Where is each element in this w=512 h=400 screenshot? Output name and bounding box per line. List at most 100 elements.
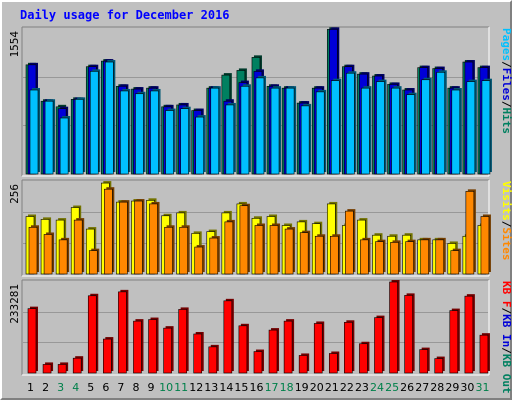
bar-top-pages-22 xyxy=(346,71,357,175)
bar-top-pages-15 xyxy=(240,84,251,175)
day-label-3: 3 xyxy=(57,381,64,394)
bar-mid-sites-14 xyxy=(224,219,235,275)
bar-top-pages-9 xyxy=(150,88,161,175)
bar-bottom-kb-f-13 xyxy=(208,344,219,374)
bar-top-pages-23 xyxy=(361,86,372,175)
legend-mid-item: Visits xyxy=(500,181,512,221)
bar-bottom-kb-f-26 xyxy=(404,293,415,374)
bar-top-pages-19 xyxy=(300,103,312,175)
bar-bottom-kb-f-27 xyxy=(419,347,430,374)
bar-top-pages-29 xyxy=(451,88,462,175)
day-label-28: 28 xyxy=(430,381,444,394)
bar-bottom-kb-f-28 xyxy=(434,356,445,374)
bar-mid-sites-23 xyxy=(360,237,371,275)
day-label-15: 15 xyxy=(234,381,248,394)
day-label-31: 31 xyxy=(475,381,489,394)
bar-bottom-kb-f-6 xyxy=(103,337,114,374)
bar-top-pages-2 xyxy=(44,99,56,175)
bar-mid-sites-5 xyxy=(88,248,100,275)
day-label-8: 8 xyxy=(132,381,139,394)
bar-mid-sites-28 xyxy=(435,237,446,275)
ymax-label-mid: 256 xyxy=(8,184,21,204)
bar-mid-sites-13 xyxy=(209,236,220,275)
legend-bottom-item: KB In xyxy=(500,314,512,347)
bar-bottom-kb-f-4 xyxy=(72,356,84,374)
bar-mid-sites-17 xyxy=(269,223,281,275)
day-label-23: 23 xyxy=(355,381,369,394)
day-label-29: 29 xyxy=(445,381,459,394)
panel-bottom: 233281 xyxy=(8,279,490,376)
panel-top: 1554 xyxy=(8,26,492,177)
bar-bottom-kb-f-24 xyxy=(374,315,385,374)
day-label-25: 25 xyxy=(385,381,399,394)
bar-top-pages-25 xyxy=(391,86,402,175)
bar-top-pages-10 xyxy=(165,108,176,175)
bar-mid-sites-6 xyxy=(104,187,115,275)
bar-top-pages-13 xyxy=(210,86,221,175)
bar-bottom-kb-f-3 xyxy=(57,362,69,374)
bar-top-pages-1 xyxy=(29,88,40,175)
bar-top-pages-31 xyxy=(481,78,492,175)
bar-mid-sites-2 xyxy=(43,232,55,275)
bar-bottom-kb-f-12 xyxy=(193,331,204,374)
bar-bottom-kb-f-7 xyxy=(118,289,129,374)
legend-mid: Visits/Sites xyxy=(500,181,512,261)
bar-bottom-kb-f-11 xyxy=(178,307,189,374)
bar-top-pages-14 xyxy=(225,102,236,175)
day-label-4: 4 xyxy=(72,381,79,394)
ymax-label-bottom: 233281 xyxy=(8,284,21,324)
bar-mid-sites-30 xyxy=(465,189,476,275)
bar-top-pages-7 xyxy=(120,88,131,175)
bar-mid-sites-8 xyxy=(134,199,145,275)
legend-mid-item: Sites xyxy=(500,227,512,260)
bar-top-pages-16 xyxy=(255,75,266,175)
bar-mid-sites-31 xyxy=(480,214,491,275)
bar-bottom-kb-f-15 xyxy=(238,323,249,374)
legend-bottom-item: KB F xyxy=(500,281,512,308)
day-label-11: 11 xyxy=(174,381,188,394)
legend-bottom: KB F/KB In/KB Out xyxy=(500,281,512,394)
bar-bottom-kb-f-22 xyxy=(344,320,355,374)
bar-bottom-kb-f-21 xyxy=(328,351,340,374)
day-label-9: 9 xyxy=(148,381,155,394)
bar-bottom-kb-f-16 xyxy=(253,349,264,374)
legend-bottom-item: / xyxy=(500,347,512,354)
day-label-24: 24 xyxy=(370,381,384,394)
bar-top-pages-4 xyxy=(74,97,86,175)
bar-mid-sites-20 xyxy=(314,234,326,275)
bar-top-pages-20 xyxy=(315,89,327,175)
bar-bottom-kb-f-23 xyxy=(359,341,370,374)
bar-mid-sites-26 xyxy=(405,239,416,275)
bar-top-pages-11 xyxy=(180,106,191,175)
bar-bottom-kb-f-25 xyxy=(389,280,400,374)
day-label-18: 18 xyxy=(280,381,294,394)
bar-bottom-kb-f-29 xyxy=(449,308,460,374)
bar-bottom-kb-f-19 xyxy=(298,353,310,374)
bar-top-pages-12 xyxy=(195,115,206,175)
bar-bottom-kb-f-9 xyxy=(148,317,159,374)
day-label-1: 1 xyxy=(27,381,34,394)
bar-mid-sites-18 xyxy=(284,227,296,275)
legend-top: Pages/Files/Hits xyxy=(500,28,512,134)
legend-top-item: / xyxy=(500,61,512,68)
bar-mid-sites-25 xyxy=(390,240,401,275)
bar-mid-sites-4 xyxy=(73,218,85,275)
panel-mid: 256 xyxy=(8,179,491,277)
day-label-6: 6 xyxy=(102,381,109,394)
bar-bottom-kb-f-5 xyxy=(87,293,99,374)
day-label-22: 22 xyxy=(340,381,354,394)
legend-bottom-item: / xyxy=(500,308,512,315)
legend-bottom-item: KB Out xyxy=(500,354,512,394)
bar-top-pages-24 xyxy=(376,79,387,175)
bar-top-pages-6 xyxy=(105,60,116,175)
bar-mid-sites-7 xyxy=(119,200,130,275)
bar-mid-sites-11 xyxy=(179,225,190,275)
ymax-label-top: 1554 xyxy=(8,31,21,58)
day-label-27: 27 xyxy=(415,381,429,394)
bar-top-pages-18 xyxy=(285,86,297,175)
bar-mid-sites-3 xyxy=(58,237,70,275)
day-label-13: 13 xyxy=(204,381,218,394)
legend-top-item: Files xyxy=(500,68,512,101)
bar-bottom-kb-f-31 xyxy=(479,333,490,374)
